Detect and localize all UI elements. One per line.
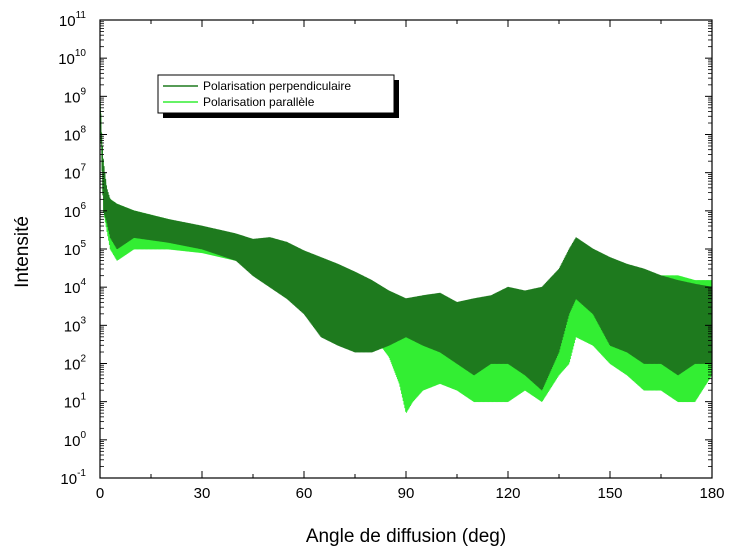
y-tick-label-6: 106	[64, 201, 87, 221]
y-tick-label-8: 108	[64, 125, 87, 145]
y-tick-labels: 10-1 100 101 102 103 104 105 106 107 108 109 1010 10…	[58, 10, 86, 488]
y-tick-label-10: 1010	[58, 48, 86, 68]
y-tick-label-5: 105	[64, 239, 87, 259]
legend: Polarisation perpendiculaire Polarisatio…	[157, 74, 399, 118]
legend-label-perpendicular: Polarisation perpendiculaire	[203, 79, 351, 93]
y-tick-label-4: 104	[64, 277, 87, 297]
x-tick-label-150: 150	[597, 485, 622, 502]
y-tick-label-2: 102	[64, 354, 87, 374]
y-tick-label--1: 10-1	[60, 468, 86, 488]
x-tick-label-30: 30	[194, 485, 211, 502]
x-tick-label-0: 0	[96, 485, 104, 502]
x-tick-label-90: 90	[398, 485, 415, 502]
series-layer	[99, 96, 713, 413]
y-axis-label: Intensité	[12, 216, 33, 288]
y-tick-label-0: 100	[64, 430, 87, 450]
x-axis-label: Angle de diffusion (deg)	[306, 526, 506, 547]
y-tick-label-1: 101	[64, 392, 87, 412]
y-tick-label-11: 1011	[59, 10, 87, 30]
x-tick-label-180: 180	[699, 485, 724, 502]
y-tick-label-3: 103	[64, 315, 87, 335]
legend-box	[157, 74, 395, 114]
y-tick-label-9: 109	[64, 86, 87, 106]
series-perpendicular	[99, 96, 713, 391]
x-tick-label-120: 120	[495, 485, 520, 502]
x-tick-labels: 0 30 60 90 120 150 180	[96, 485, 725, 502]
legend-label-parallel: Polarisation parallèle	[203, 95, 315, 109]
y-tick-label-7: 107	[64, 163, 87, 183]
ticks-layer	[99, 19, 713, 479]
x-tick-label-60: 60	[296, 485, 313, 502]
